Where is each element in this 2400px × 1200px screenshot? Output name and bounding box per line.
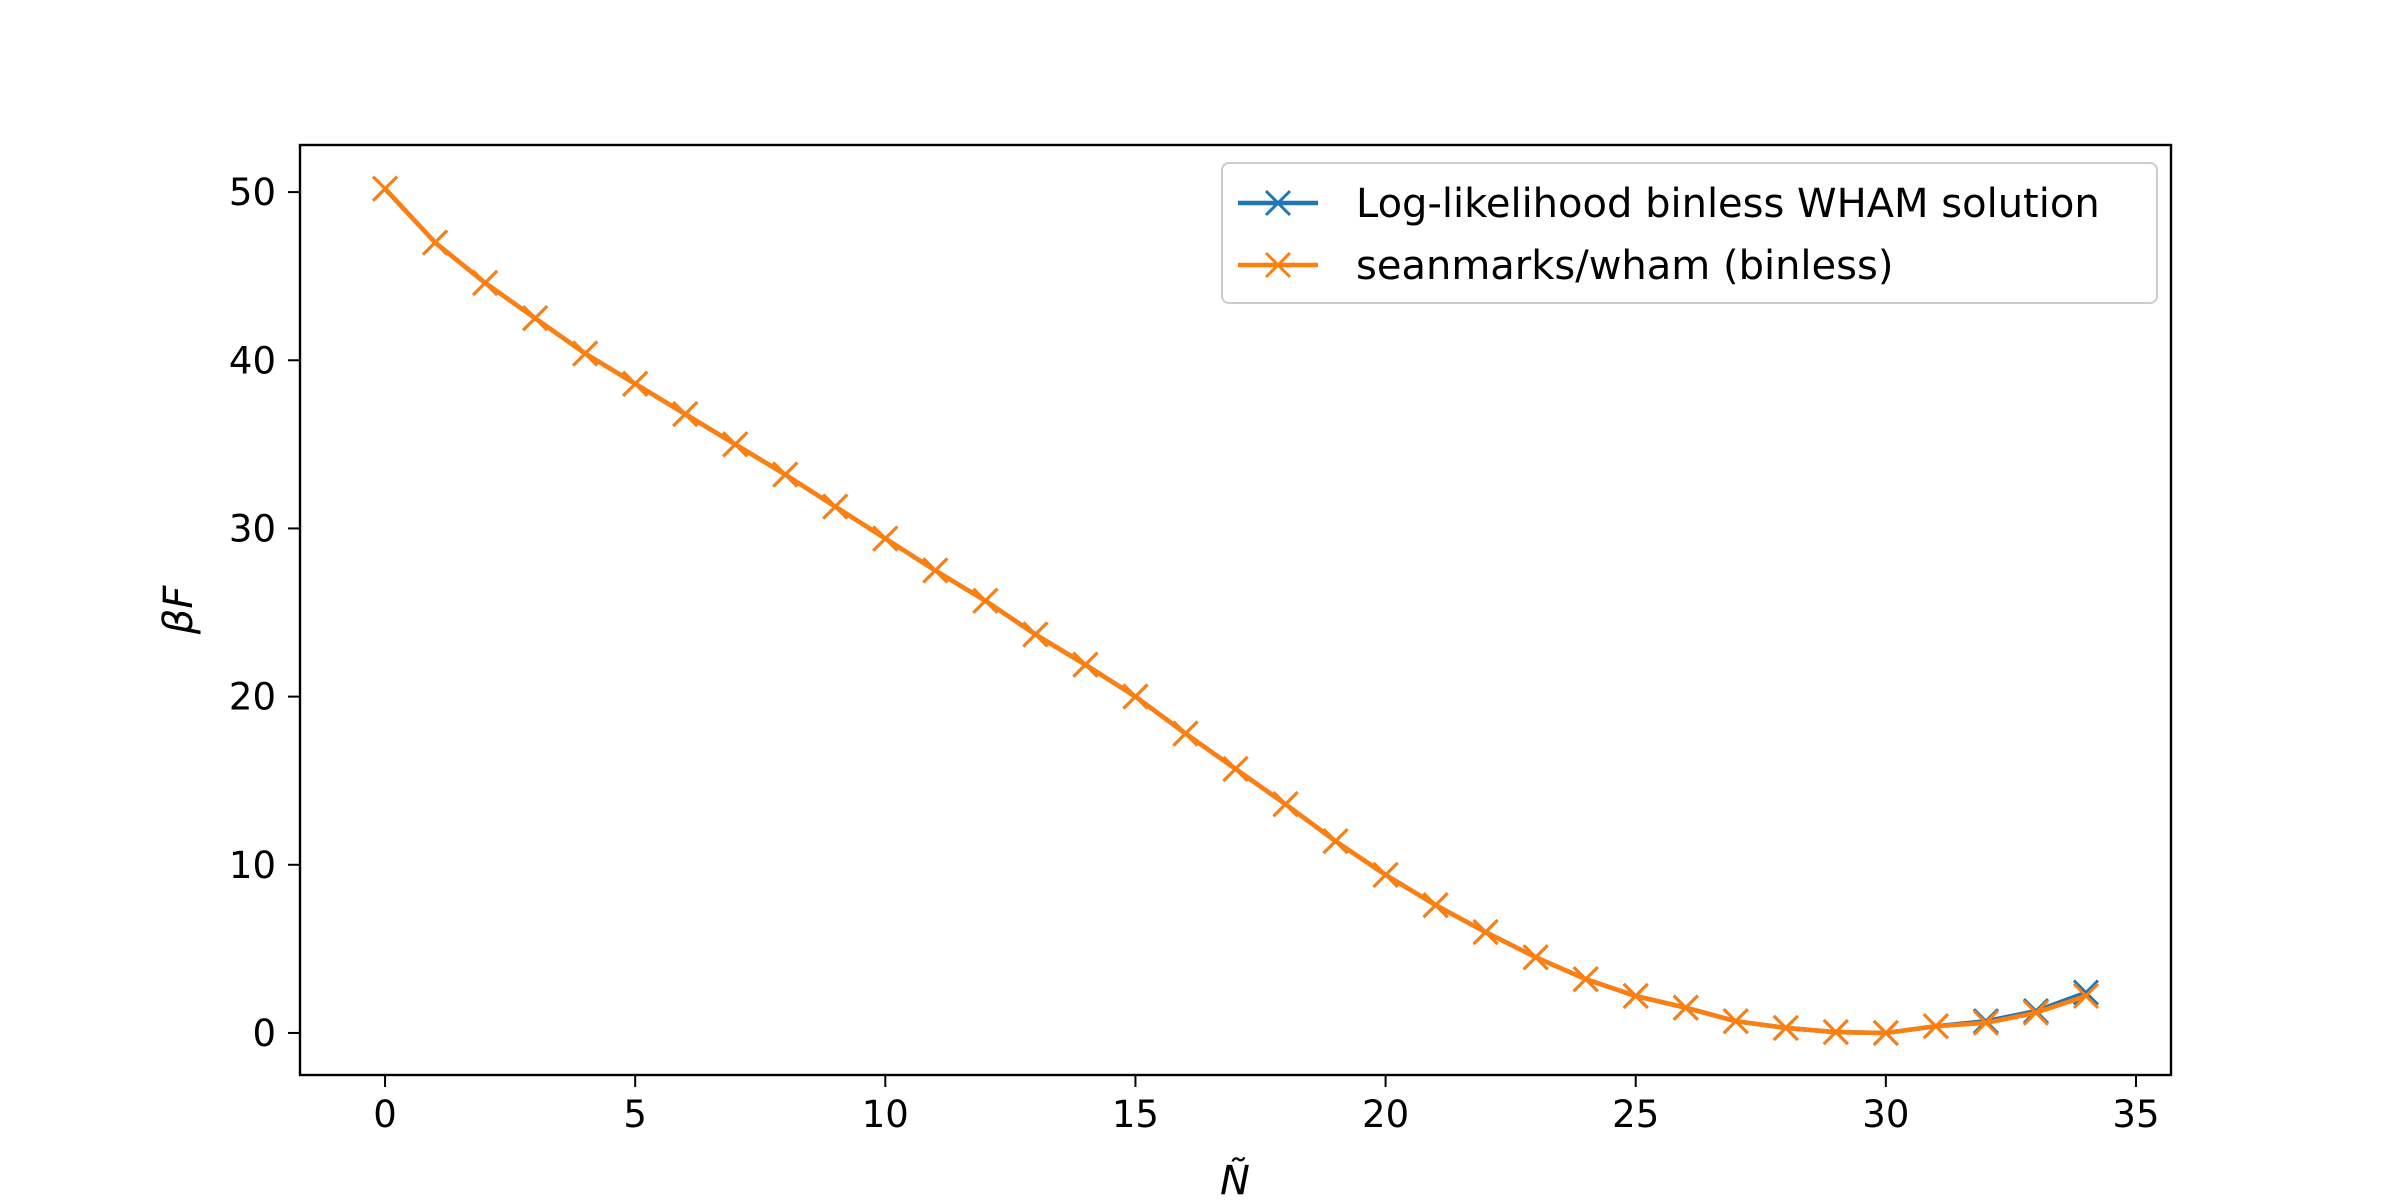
data-point-marker [672,401,699,428]
legend-item: seanmarks/wham (binless) [1238,243,1893,289]
data-point-marker [622,370,649,397]
data-point-marker [1672,994,1699,1021]
data-point-marker [1972,1009,1999,1036]
data-point-marker [1372,861,1399,888]
data-point-marker [1322,828,1349,855]
plot-frame [298,143,2173,1077]
y-tick-label: 20 [229,676,276,719]
data-point-marker [972,587,999,614]
x-tick-label: 5 [623,1093,647,1136]
x-tick-label: 10 [862,1093,909,1136]
data-point-marker [1272,791,1299,818]
data-point-marker [1222,755,1249,782]
y-tick-label: 10 [229,844,276,887]
data-point-marker [1922,1013,1949,1040]
data-point-marker [2022,999,2049,1026]
data-point-marker [1872,1019,1899,1047]
data-point-marker [722,431,749,458]
data-point-marker [872,525,899,552]
y-tick-label: 0 [252,1012,276,1055]
legend-item: Log-likelihood binless WHAM solution [1238,181,2100,227]
data-point-marker [1522,944,1549,971]
data-point-marker [2072,982,2100,1010]
data-point-marker [772,461,799,488]
x-tick-label: 20 [1362,1093,1409,1136]
x-tick-label: 25 [1612,1093,1659,1136]
data-point-marker [472,269,499,296]
data-point-marker [1472,918,1499,946]
x-tick-label: 35 [2112,1093,2159,1136]
data-point-marker [1622,982,1649,1010]
data-point-marker [1572,966,1599,993]
x-tick-label: 0 [373,1093,397,1136]
data-point-marker [1022,621,1049,648]
series-layer [371,175,2100,1047]
legend: Log-likelihood binless WHAM solution sean… [1221,162,2158,304]
axes: 0 5 10 15 20 25 30 35 0 10 20 30 40 50 [229,171,2160,1136]
data-point-marker [1122,683,1149,710]
data-point-marker [1822,1019,1849,1046]
data-point-marker [1722,1008,1749,1035]
data-point-marker [1172,720,1199,747]
data-point-marker [371,175,399,202]
y-tick-label: 50 [229,171,276,214]
y-tick-label: 30 [229,507,276,550]
data-point-marker [522,305,549,332]
x-axis-label: Ñ [1220,1156,1250,1200]
data-point-marker [1772,1014,1799,1041]
data-point-marker [822,493,849,520]
x-tick-label: 30 [1862,1093,1909,1136]
data-point-marker [572,340,599,367]
legend-label: Log-likelihood binless WHAM solution [1356,181,2100,227]
y-tick-label: 40 [229,339,276,382]
data-point-marker [422,229,449,256]
legend-label: seanmarks/wham (binless) [1356,243,1893,289]
legend-marker [1264,189,1292,217]
data-point-marker [1422,892,1449,919]
data-point-marker [922,557,949,584]
data-point-marker [1072,651,1099,678]
legend-box [1221,162,2158,304]
legend-marker [1264,251,1292,279]
y-axis-label: βF [156,585,202,636]
x-tick-label: 15 [1112,1093,1159,1136]
series-2 [371,175,2100,1047]
